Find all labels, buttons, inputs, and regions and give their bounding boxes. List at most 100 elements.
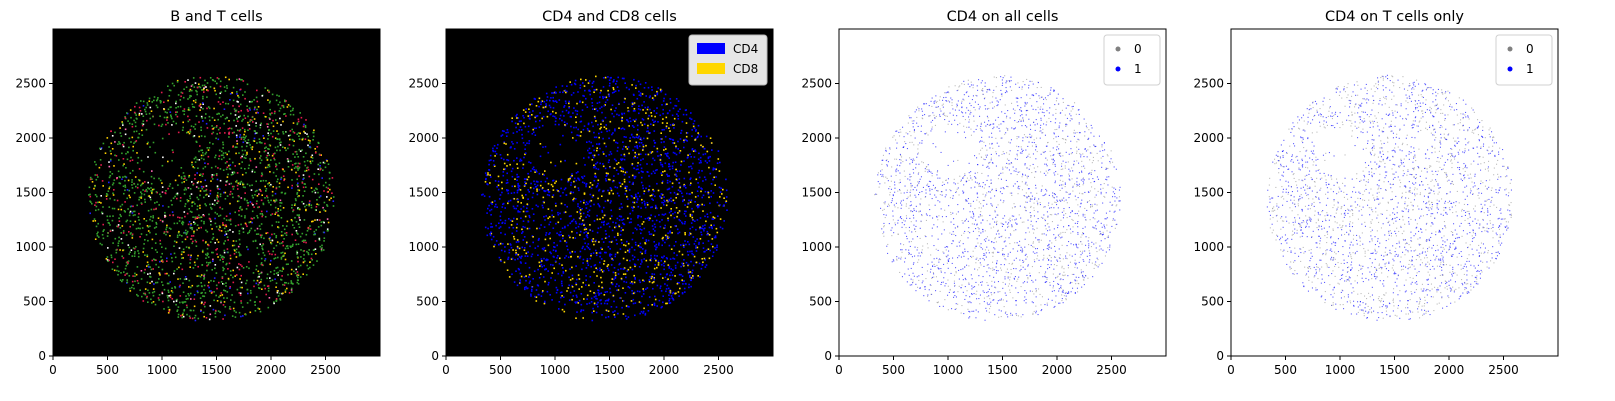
cell-point bbox=[281, 267, 284, 269]
cell-point bbox=[682, 244, 685, 247]
cell-point bbox=[644, 249, 647, 252]
cell-point bbox=[218, 188, 221, 190]
cell-point bbox=[206, 107, 208, 110]
cell-point bbox=[673, 142, 676, 144]
cell-point bbox=[700, 187, 702, 189]
cell-point bbox=[176, 197, 178, 200]
cell-point bbox=[275, 235, 278, 237]
cell-point bbox=[707, 233, 709, 236]
cell-point bbox=[202, 120, 204, 122]
cell-point bbox=[147, 230, 150, 232]
cell-point bbox=[262, 203, 265, 206]
cell-point bbox=[272, 171, 275, 174]
y-tick-label: 2000 bbox=[15, 131, 46, 145]
cell-point bbox=[525, 194, 527, 196]
cell-point bbox=[322, 161, 325, 164]
cell-point bbox=[278, 138, 281, 141]
cell-point bbox=[139, 110, 142, 112]
cell-point bbox=[653, 257, 656, 260]
cell-point bbox=[493, 165, 496, 167]
cell-point bbox=[621, 113, 623, 116]
cell-point bbox=[227, 278, 230, 281]
cell-point bbox=[111, 219, 114, 222]
cell-point bbox=[635, 153, 638, 156]
cell-point bbox=[571, 284, 573, 287]
cell-point bbox=[207, 256, 210, 258]
cell-point bbox=[668, 165, 670, 168]
cell-point bbox=[209, 203, 211, 206]
cell-point bbox=[524, 262, 527, 264]
cell-point bbox=[261, 214, 264, 216]
cell-point bbox=[675, 207, 678, 209]
cell-point bbox=[600, 89, 602, 92]
cell-point bbox=[607, 76, 609, 78]
cell-point bbox=[589, 276, 592, 278]
cell-point bbox=[623, 136, 626, 138]
cell-point bbox=[573, 290, 576, 292]
cell-point bbox=[646, 163, 648, 165]
cell-point bbox=[668, 244, 671, 247]
cell-point bbox=[708, 166, 710, 169]
cell-point bbox=[277, 271, 279, 274]
cell-point bbox=[161, 220, 164, 223]
cell-point bbox=[244, 130, 246, 133]
cell-point bbox=[244, 137, 246, 139]
cell-point bbox=[704, 227, 706, 230]
cell-point bbox=[671, 114, 674, 117]
cell-point bbox=[599, 255, 601, 258]
cell-point bbox=[280, 202, 283, 204]
cell-point bbox=[526, 287, 529, 289]
cell-point bbox=[662, 171, 664, 173]
cell-point bbox=[653, 241, 655, 243]
cell-point bbox=[566, 90, 568, 93]
cell-point bbox=[118, 159, 120, 161]
cell-point bbox=[556, 232, 558, 235]
cell-point bbox=[683, 287, 686, 290]
cell-point bbox=[317, 203, 320, 206]
cell-point bbox=[142, 182, 144, 185]
cell-point bbox=[266, 166, 269, 169]
cell-point bbox=[188, 90, 191, 92]
cell-point bbox=[681, 279, 683, 281]
cell-point bbox=[661, 163, 664, 166]
cell-point bbox=[282, 131, 284, 133]
cell-point bbox=[599, 107, 601, 110]
cell-point bbox=[131, 181, 133, 183]
cell-point bbox=[169, 183, 172, 185]
cell-point bbox=[509, 163, 511, 166]
cell-point bbox=[110, 142, 113, 145]
cell-point bbox=[631, 246, 633, 249]
cell-point bbox=[259, 234, 262, 236]
cell-point bbox=[669, 290, 672, 292]
cell-point bbox=[235, 134, 238, 137]
cell-point bbox=[253, 279, 255, 282]
cell-point bbox=[115, 251, 118, 254]
cell-point bbox=[282, 292, 284, 295]
cell-point bbox=[219, 103, 222, 105]
cell-point bbox=[663, 146, 666, 148]
cell-point bbox=[308, 175, 311, 178]
cell-point bbox=[282, 225, 284, 227]
cell-point bbox=[218, 149, 221, 152]
cell-point bbox=[554, 202, 557, 205]
cell-point bbox=[223, 297, 225, 299]
cell-point bbox=[219, 179, 222, 182]
cell-point bbox=[269, 112, 271, 115]
cell-point bbox=[138, 252, 140, 255]
cell-point bbox=[594, 172, 597, 175]
cell-point bbox=[541, 188, 543, 190]
cell-point bbox=[612, 80, 615, 83]
cell-point bbox=[329, 188, 331, 191]
cell-point bbox=[672, 199, 675, 202]
cell-point bbox=[638, 290, 641, 293]
cell-point bbox=[297, 265, 300, 268]
cell-point bbox=[148, 100, 151, 102]
cell-point bbox=[684, 204, 686, 206]
cell-point bbox=[161, 259, 164, 261]
cell-point bbox=[529, 162, 532, 164]
cell-point bbox=[677, 281, 679, 284]
cell-point bbox=[651, 119, 654, 121]
cell-point bbox=[171, 159, 173, 162]
cell-point bbox=[138, 114, 141, 116]
